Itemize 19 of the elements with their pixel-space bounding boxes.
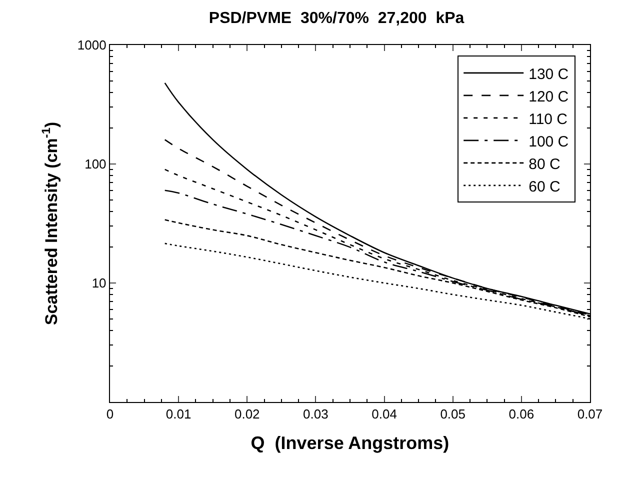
y-tick-label: 100 [84, 156, 106, 172]
x-tick-label: 0.03 [303, 406, 328, 422]
y-tick-label: 10 [92, 276, 106, 291]
legend-label: 60 C [528, 178, 560, 196]
x-tick-label: 0.01 [166, 406, 192, 422]
x-tick-label: 0.07 [577, 406, 603, 422]
x-tick-label: 0.04 [372, 406, 397, 422]
legend-label: 80 C [528, 156, 560, 173]
x-tick-label: 0.02 [234, 406, 260, 422]
x-tick-label: 0 [106, 406, 114, 422]
y-tick-label: 1000 [77, 38, 106, 53]
x-axis-title: Q (Inverse Angstroms) [250, 432, 450, 453]
legend-label: 130 C [528, 66, 569, 83]
x-tick-label: 0.05 [440, 406, 466, 422]
legend-label: 110 C [528, 110, 568, 128]
chart-title: PSD/PVME 30%/70% 27,200 kPa [208, 10, 464, 28]
legend-label: 120 C [528, 88, 569, 106]
x-tick-label: 0.06 [508, 406, 534, 422]
legend-label: 100 C [528, 133, 569, 150]
